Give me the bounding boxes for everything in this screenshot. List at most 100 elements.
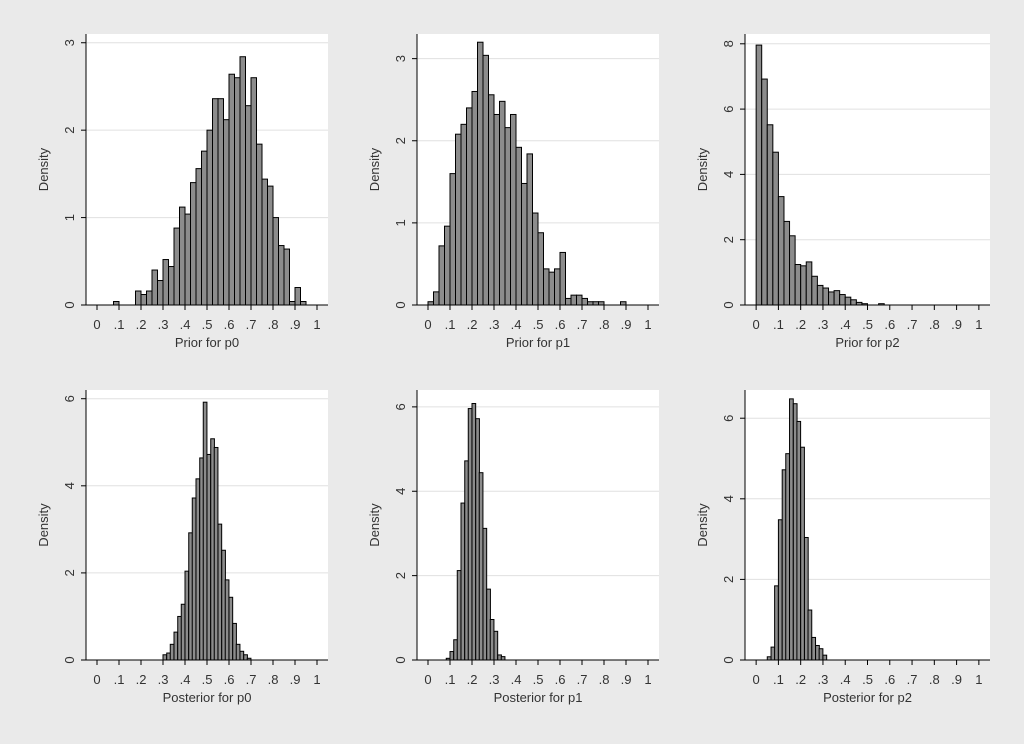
histogram-bar [267,185,274,306]
x-tick-label: 1 [313,317,320,332]
histogram-bar [811,636,817,661]
histogram-bar [777,196,785,306]
x-tick-label: 1 [313,672,320,687]
y-tick-label: 0 [393,656,408,663]
x-tick-label: .4 [511,672,522,687]
x-tick-label: .6 [224,672,235,687]
y-axis-title: Density [695,503,710,547]
x-tick-label: .2 [795,317,806,332]
histogram-bar [433,291,440,306]
y-tick-label: 1 [393,219,408,226]
histogram-bar [195,478,201,661]
x-tick-label: .5 [202,672,213,687]
x-tick-label: 1 [975,672,982,687]
y-axis-title: Density [367,147,382,191]
y-tick-label: 0 [62,301,77,308]
histogram-bar [157,280,164,306]
histogram-bar [774,585,779,661]
x-axis-title: Prior for p2 [835,335,899,350]
x-tick-label: .1 [445,317,456,332]
plot-region [417,390,659,660]
x-tick-label: .7 [577,317,588,332]
histogram-panel: 0 2 4 6 8 0 .1 .2 .3 .4 .5 .6 .7 .8 .9 1 Prior for p2 Den… [695,34,990,350]
histogram-bar [201,150,208,306]
histogram-bar [455,133,462,306]
histogram-bar [289,301,296,306]
x-tick-label: .6 [224,317,235,332]
histogram-bar [162,259,169,306]
x-tick-label: .2 [795,672,806,687]
x-tick-label: .3 [489,317,500,332]
histogram-bar [135,290,142,306]
y-tick-label: 6 [62,395,77,402]
x-tick-label: 0 [753,672,760,687]
x-tick-label: .2 [136,317,147,332]
histogram-bar [500,656,506,661]
x-tick-label: .8 [268,317,279,332]
x-tick-label: .3 [489,672,500,687]
histogram-bar [184,570,190,661]
x-tick-label: .6 [555,672,566,687]
histogram-bar [228,596,234,661]
x-axis-title: Prior for p1 [506,335,570,350]
y-tick-label: 4 [721,495,736,502]
x-tick-label: .8 [599,317,610,332]
x-tick-label: .9 [290,672,301,687]
histogram-bar [570,294,577,306]
histogram-bar [828,291,835,306]
histogram-bar [521,182,528,306]
x-tick-label: .4 [511,317,522,332]
histogram-bar [772,151,779,306]
histogram-bar [190,182,197,306]
x-tick-label: .1 [114,672,125,687]
histogram-bar [510,113,517,306]
x-tick-label: .5 [533,672,544,687]
y-tick-label: 2 [393,572,408,579]
histogram-bar [180,603,186,661]
x-tick-label: .5 [862,317,873,332]
x-tick-label: .9 [621,317,632,332]
y-tick-label: 1 [62,214,77,221]
histogram-bar [515,146,522,306]
histogram-bar [581,297,588,306]
x-tick-label: .2 [136,672,147,687]
histogram-bar [478,472,484,661]
histogram-bar [239,56,246,306]
histogram-bar [785,453,790,661]
histogram-bar [146,290,153,306]
histogram-bar [554,268,561,306]
x-tick-label: .5 [862,672,873,687]
histogram-bar [173,227,180,306]
histogram-bar [168,266,175,306]
histogram-bar [543,268,550,306]
histogram-bar [489,619,495,661]
histogram-bar [761,78,768,306]
histogram-bar [466,107,473,306]
histogram-bar [169,643,175,661]
histogram-bar [162,654,168,661]
y-tick-label: 2 [62,127,77,134]
histogram-bar [444,225,451,306]
histogram-bar [228,73,235,306]
histogram-bar [477,41,484,306]
x-tick-label: 0 [753,317,760,332]
x-tick-label: .1 [445,672,456,687]
x-tick-label: .9 [621,672,632,687]
histogram-bar [140,294,147,306]
histogram-bar [261,178,268,306]
x-tick-label: .1 [114,317,125,332]
x-tick-label: 0 [424,672,431,687]
y-tick-label: 4 [721,171,736,178]
x-tick-label: .3 [158,317,169,332]
histogram-bar [811,275,818,306]
y-tick-label: 3 [62,39,77,46]
histogram-bar [460,123,467,306]
histogram-bar [151,269,158,306]
x-tick-label: 1 [644,672,651,687]
histogram-bar [482,527,488,661]
histogram-bar [755,44,763,306]
histogram-bar [839,294,846,306]
histogram-bar [816,284,824,306]
histogram-bar [850,299,857,306]
histogram-bar [777,519,783,661]
